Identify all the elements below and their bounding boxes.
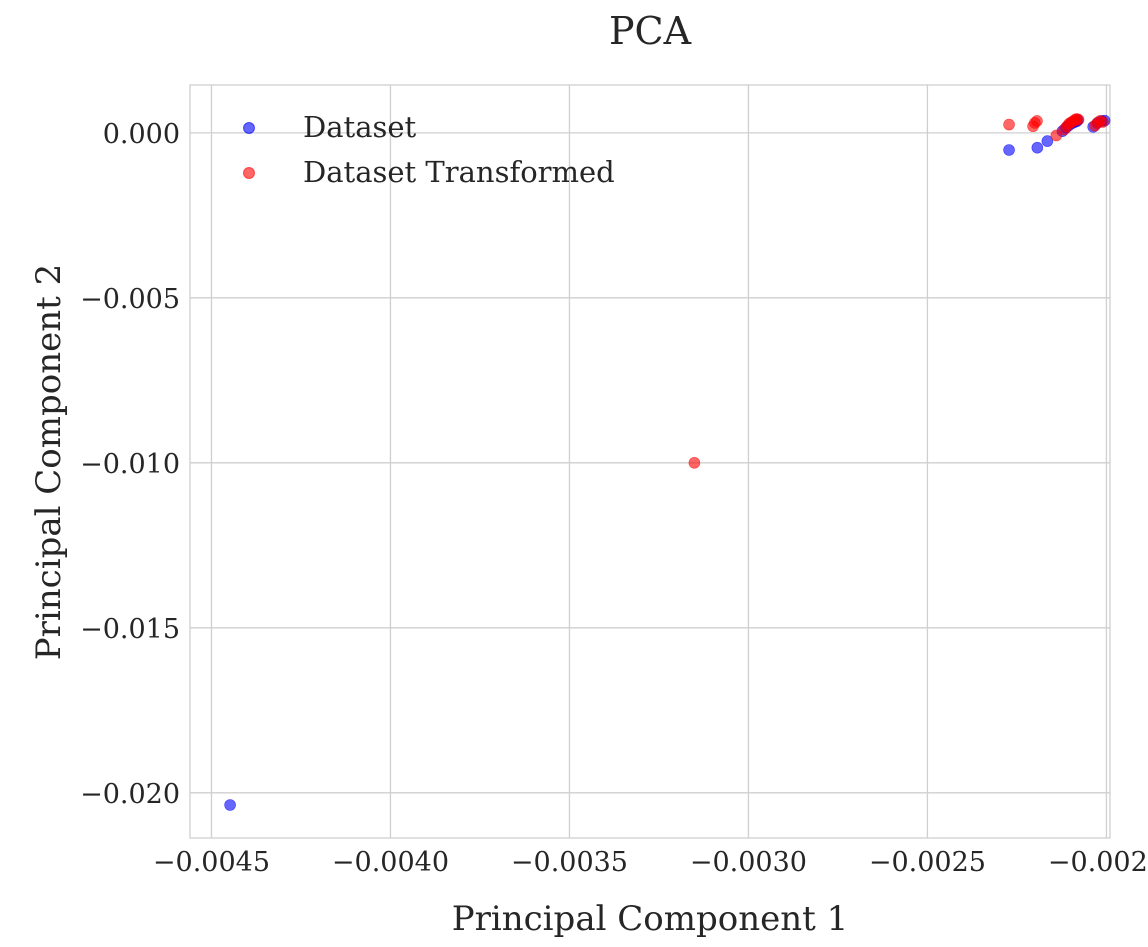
x-tick-label: −0.0025 [869, 847, 986, 878]
y-axis-label: Principal Component 2 [29, 264, 69, 661]
x-tick-label: −0.0045 [153, 847, 270, 878]
y-tick-label: 0.000 [103, 119, 180, 150]
grid [190, 85, 1110, 838]
legend-label-dataset: Dataset [303, 110, 417, 144]
plot-area-frame [189, 84, 1111, 839]
data-points [224, 113, 1111, 811]
data-point [1003, 144, 1015, 156]
data-point [688, 457, 701, 469]
y-tick-label: −0.005 [80, 284, 180, 315]
legend-marker-dataset-transformed [243, 167, 255, 179]
x-tick-labels: −0.0045 −0.0040 −0.0035 −0.0030 −0.0025 −0.00… [153, 847, 1148, 878]
x-tick-label: −0.0040 [332, 847, 449, 878]
y-tick-label: −0.015 [80, 614, 180, 645]
y-tick-labels: 0.000 −0.005 −0.010 −0.015 −0.020 [80, 119, 180, 810]
y-tick-label: −0.010 [80, 449, 180, 480]
data-point [1041, 135, 1054, 147]
data-point [224, 799, 236, 811]
chart-title: PCA [609, 9, 692, 53]
x-tick-label: −0.0035 [511, 847, 628, 878]
series-1 [688, 113, 1109, 469]
legend-marker-dataset [243, 122, 255, 134]
data-point [1072, 113, 1085, 126]
y-tick-label: −0.020 [80, 779, 180, 810]
data-point [1031, 141, 1044, 154]
data-point [1003, 118, 1015, 131]
legend-label-dataset-transformed: Dataset Transformed [303, 155, 615, 189]
data-point [1050, 129, 1063, 142]
data-point [1097, 116, 1109, 128]
x-tick-label: −0.0030 [690, 847, 807, 878]
x-axis-label: Principal Component 1 [452, 899, 849, 939]
legend: Dataset Dataset Transformed [243, 110, 615, 189]
data-point [1031, 115, 1043, 127]
